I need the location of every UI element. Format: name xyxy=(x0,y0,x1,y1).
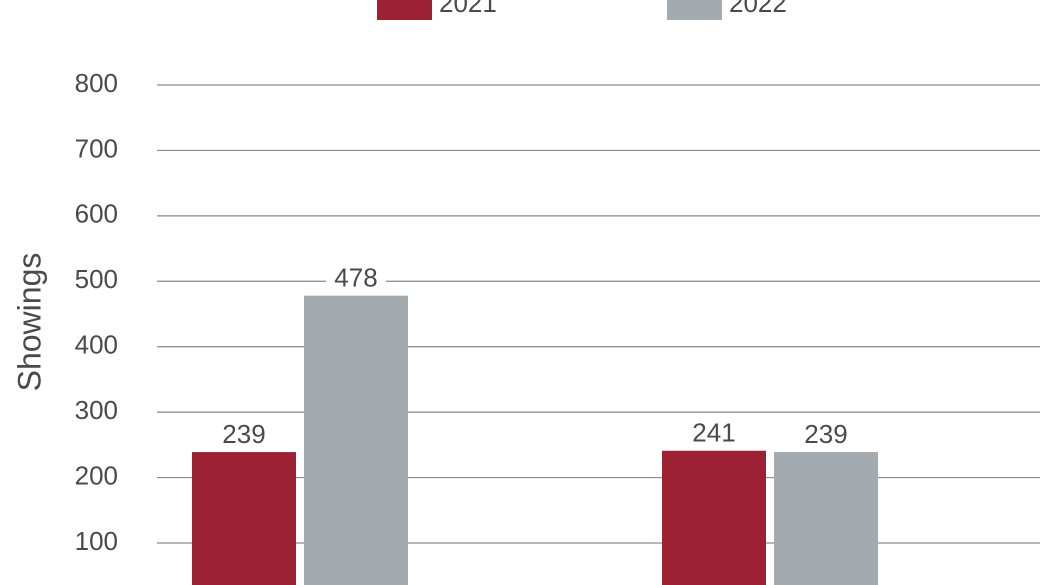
legend-swatch xyxy=(377,0,432,20)
y-tick-label: 500 xyxy=(75,264,118,294)
value-label-bg xyxy=(326,265,386,292)
y-tick-label: 800 xyxy=(75,68,118,98)
legend-label: 2022 xyxy=(729,0,787,18)
bar xyxy=(774,452,878,585)
legend-label: 2021 xyxy=(439,0,497,18)
bar xyxy=(662,450,766,585)
y-axis-label: Showings xyxy=(11,253,47,392)
y-tick-label: 100 xyxy=(75,526,118,556)
value-label-bg xyxy=(214,422,274,449)
value-label-bg xyxy=(796,422,856,449)
y-tick-label: 300 xyxy=(75,395,118,425)
value-label: 239 xyxy=(804,419,847,449)
y-tick-label: 600 xyxy=(75,199,118,229)
legend-swatch xyxy=(667,0,722,20)
value-label-bg xyxy=(684,420,744,447)
bar xyxy=(192,452,296,585)
bar xyxy=(304,295,408,585)
y-tick-label: 700 xyxy=(75,133,118,163)
value-label: 478 xyxy=(334,263,377,293)
value-label: 241 xyxy=(692,418,735,448)
value-label: 239 xyxy=(222,419,265,449)
y-tick-label: 200 xyxy=(75,460,118,490)
y-tick-label: 400 xyxy=(75,330,118,360)
